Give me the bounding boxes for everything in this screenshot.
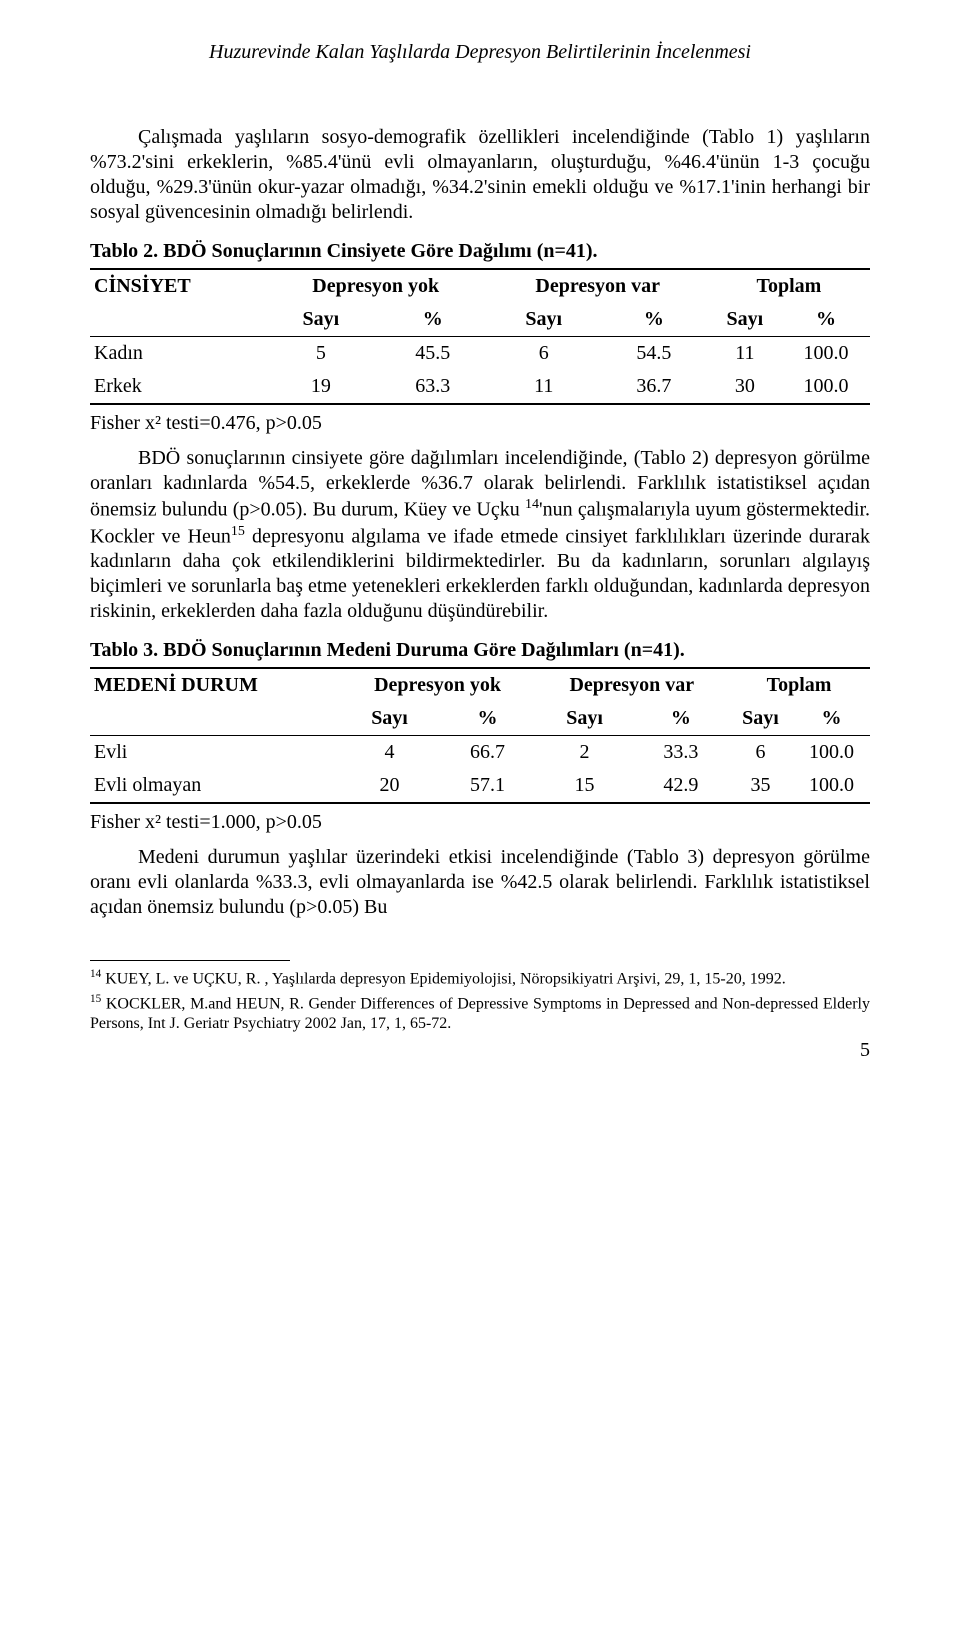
cell: 30 bbox=[708, 370, 782, 404]
footnote-14: 14 KUEY, L. ve UÇKU, R. , Yaşlılarda dep… bbox=[90, 967, 870, 989]
cell: 5 bbox=[264, 337, 378, 371]
table2-group-1: Depresyon var bbox=[488, 269, 708, 303]
table3-subhead: % bbox=[634, 702, 728, 736]
cell: 100.0 bbox=[793, 769, 870, 803]
cell: 100.0 bbox=[782, 337, 870, 371]
table2-subhead: Sayı bbox=[708, 303, 782, 337]
cell: 15 bbox=[535, 769, 633, 803]
table3: MEDENİ DURUM Depresyon yok Depresyon var… bbox=[90, 667, 870, 804]
cell: 100.0 bbox=[793, 736, 870, 770]
cell: 54.5 bbox=[600, 337, 708, 371]
cell-label: Evli bbox=[90, 736, 340, 770]
footnote-ref-14: 14 bbox=[525, 497, 539, 512]
cell-label: Kadın bbox=[90, 337, 264, 371]
table2-subhead-blank bbox=[90, 303, 264, 337]
cell: 57.1 bbox=[439, 769, 535, 803]
cell: 33.3 bbox=[634, 736, 728, 770]
table3-subhead: Sayı bbox=[340, 702, 440, 736]
table3-col-group: MEDENİ DURUM bbox=[90, 668, 340, 702]
cell: 11 bbox=[488, 370, 600, 404]
table3-group-1: Depresyon var bbox=[535, 668, 728, 702]
table2-title: Tablo 2. BDÖ Sonuçlarının Cinsiyete Göre… bbox=[90, 239, 870, 264]
cell: 66.7 bbox=[439, 736, 535, 770]
cell: 19 bbox=[264, 370, 378, 404]
table-row: Erkek 19 63.3 11 36.7 30 100.0 bbox=[90, 370, 870, 404]
cell: 6 bbox=[488, 337, 600, 371]
footnote-num-14: 14 bbox=[90, 968, 101, 980]
cell: 42.9 bbox=[634, 769, 728, 803]
table-row: Evli olmayan 20 57.1 15 42.9 35 100.0 bbox=[90, 769, 870, 803]
cell-label: Erkek bbox=[90, 370, 264, 404]
table2-subhead: % bbox=[600, 303, 708, 337]
table2-fisher: Fisher x² testi=0.476, p>0.05 bbox=[90, 411, 870, 436]
cell: 20 bbox=[340, 769, 440, 803]
cell: 45.5 bbox=[378, 337, 488, 371]
table-row: Evli 4 66.7 2 33.3 6 100.0 bbox=[90, 736, 870, 770]
cell: 100.0 bbox=[782, 370, 870, 404]
page-number: 5 bbox=[90, 1038, 870, 1063]
table2: CİNSİYET Depresyon yok Depresyon var Top… bbox=[90, 268, 870, 405]
footnote-separator bbox=[90, 960, 290, 961]
table3-title: Tablo 3. BDÖ Sonuçlarının Medeni Duruma … bbox=[90, 638, 870, 663]
table3-subhead: Sayı bbox=[535, 702, 633, 736]
table-row: Kadın 5 45.5 6 54.5 11 100.0 bbox=[90, 337, 870, 371]
cell: 11 bbox=[708, 337, 782, 371]
footnote-ref-15: 15 bbox=[231, 524, 245, 539]
footnote-14-text: KUEY, L. ve UÇKU, R. , Yaşlılarda depres… bbox=[101, 971, 786, 988]
cell: 4 bbox=[340, 736, 440, 770]
table3-fisher: Fisher x² testi=1.000, p>0.05 bbox=[90, 810, 870, 835]
cell: 35 bbox=[728, 769, 793, 803]
table3-subhead: Sayı bbox=[728, 702, 793, 736]
table3-group-0: Depresyon yok bbox=[340, 668, 536, 702]
table3-group-2: Toplam bbox=[728, 668, 870, 702]
paragraph-3: Medeni durumun yaşlılar üzerindeki etkis… bbox=[90, 845, 870, 920]
table3-subhead-blank bbox=[90, 702, 340, 736]
footnotes: 14 KUEY, L. ve UÇKU, R. , Yaşlılarda dep… bbox=[90, 967, 870, 1034]
cell: 6 bbox=[728, 736, 793, 770]
table2-group-2: Toplam bbox=[708, 269, 870, 303]
paragraph-2: BDÖ sonuçlarının cinsiyete göre dağılıml… bbox=[90, 446, 870, 624]
table2-group-0: Depresyon yok bbox=[264, 269, 488, 303]
table3-subhead: % bbox=[439, 702, 535, 736]
running-head: Huzurevinde Kalan Yaşlılarda Depresyon B… bbox=[90, 40, 870, 65]
footnote-num-15: 15 bbox=[90, 993, 101, 1005]
cell: 63.3 bbox=[378, 370, 488, 404]
table2-subhead: Sayı bbox=[264, 303, 378, 337]
cell: 36.7 bbox=[600, 370, 708, 404]
cell: 2 bbox=[535, 736, 633, 770]
table3-subhead: % bbox=[793, 702, 870, 736]
cell-label: Evli olmayan bbox=[90, 769, 340, 803]
table2-subhead: % bbox=[378, 303, 488, 337]
table2-subhead: % bbox=[782, 303, 870, 337]
footnote-15: 15 KOCKLER, M.and HEUN, R. Gender Differ… bbox=[90, 992, 870, 1034]
table2-col-group: CİNSİYET bbox=[90, 269, 264, 303]
footnote-15-text: KOCKLER, M.and HEUN, R. Gender Differenc… bbox=[90, 995, 870, 1032]
paragraph-1: Çalışmada yaşlıların sosyo-demografik öz… bbox=[90, 125, 870, 225]
table2-subhead: Sayı bbox=[488, 303, 600, 337]
